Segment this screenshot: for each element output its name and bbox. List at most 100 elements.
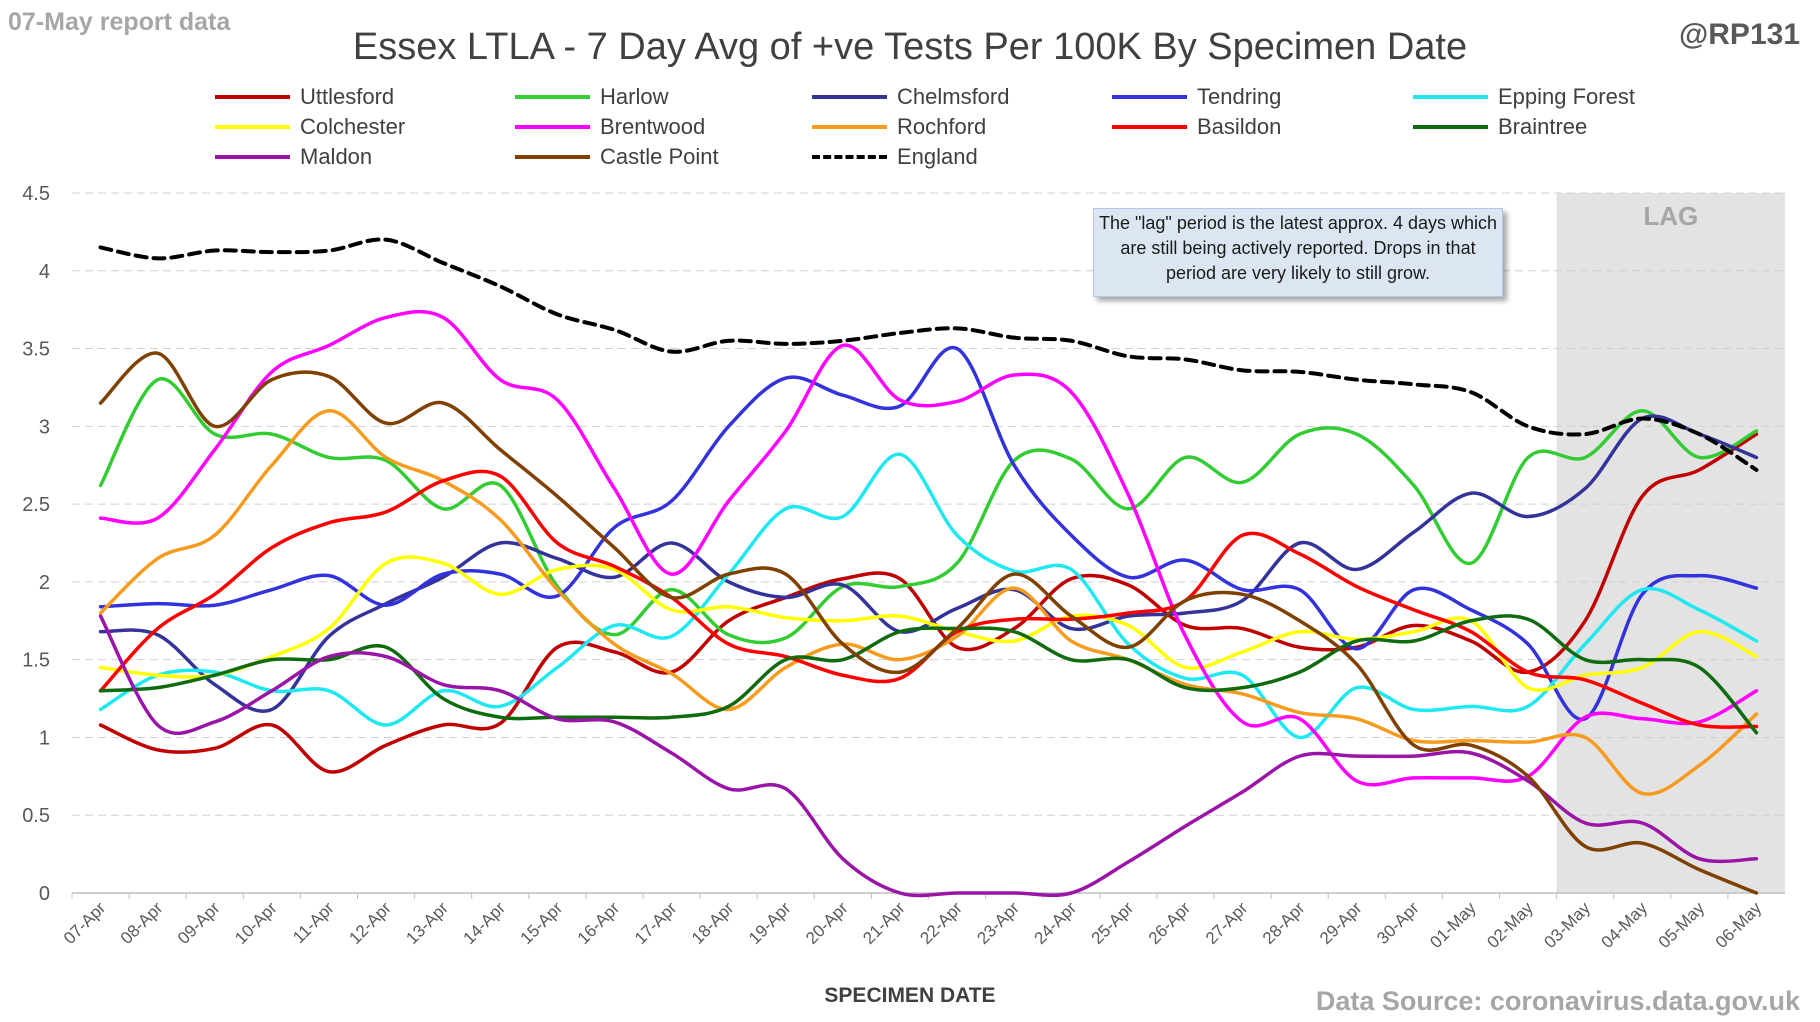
legend-item-basildon: Basildon <box>1112 112 1281 142</box>
y-tick-label: 3.5 <box>22 339 50 361</box>
series-line-chelmsford <box>98 414 1759 713</box>
legend-swatch <box>1112 125 1187 129</box>
legend-item-castle-point: Castle Point <box>515 142 719 172</box>
legend-item-england: England <box>812 142 978 172</box>
legend-item-rochford: Rochford <box>812 112 986 142</box>
y-tick-label: 2 <box>39 572 50 594</box>
series-line-uttlesford <box>98 432 1759 774</box>
y-tick-label: 1.5 <box>22 650 50 672</box>
x-tick-label: 26-Apr <box>1145 898 1195 948</box>
legend-label: Braintree <box>1498 114 1588 139</box>
legend-swatch <box>215 125 290 129</box>
x-tick-label: 30-Apr <box>1373 898 1423 948</box>
legend-label: England <box>897 144 978 169</box>
legend-label: Maldon <box>300 144 373 169</box>
x-tick-label: 16-Apr <box>574 898 624 948</box>
x-tick-label: 09-Apr <box>174 898 224 948</box>
series-lines <box>98 237 1759 898</box>
x-tick-label: 22-Apr <box>916 898 966 948</box>
x-tick-label: 17-Apr <box>631 898 681 948</box>
series-line-epping-forest <box>98 452 1759 740</box>
legend-item-harlow: Harlow <box>515 82 668 112</box>
lag-label: LAG <box>1643 201 1698 231</box>
x-tick-label: 24-Apr <box>1031 898 1081 948</box>
series-line-braintree <box>98 614 1759 735</box>
x-tick-label: 02-May <box>1483 898 1537 952</box>
legend-swatch <box>215 155 290 159</box>
legend-label: Brentwood <box>600 114 706 139</box>
legend-label: Rochford <box>897 114 987 139</box>
x-axis-title: SPECIMEN DATE <box>824 984 996 1007</box>
x-tick-label: 14-Apr <box>460 898 510 948</box>
legend-swatch <box>1112 95 1187 99</box>
series-line-tendring <box>98 345 1759 722</box>
x-tick-label: 23-Apr <box>973 898 1023 948</box>
x-tick-label: 27-Apr <box>1202 898 1252 948</box>
lag-region <box>1556 193 1785 893</box>
x-tick-label: 19-Apr <box>745 898 795 948</box>
x-tick-label: 12-Apr <box>345 898 395 948</box>
legend-swatch <box>812 155 887 159</box>
x-tick-label: 05-May <box>1655 898 1709 952</box>
series-line-england <box>98 237 1759 472</box>
data-source: Data Source: coronavirus.data.gov.uk <box>1315 986 1800 1016</box>
legend-swatch <box>812 125 887 129</box>
x-tick-label: 28-Apr <box>1259 898 1309 948</box>
x-tick-label: 07-Apr <box>60 898 110 948</box>
x-tick-label: 13-Apr <box>402 898 452 948</box>
legend-item-braintree: Braintree <box>1413 112 1587 142</box>
gridlines <box>72 192 1785 816</box>
report-date-label: 07-May report data <box>8 8 231 36</box>
series-line-castle-point <box>98 351 1759 895</box>
x-tick-label: 21-Apr <box>859 898 909 948</box>
legend-swatch <box>215 95 290 99</box>
x-tick-label: 04-May <box>1598 898 1652 952</box>
x-tick-label: 18-Apr <box>688 898 738 948</box>
legend-label: Harlow <box>600 84 669 109</box>
legend-swatch <box>812 95 887 99</box>
y-tick-label: 1 <box>39 727 50 749</box>
legend-label: Epping Forest <box>1498 84 1635 109</box>
legend-swatch <box>515 95 590 99</box>
legend-label: Colchester <box>300 114 406 139</box>
y-tick-label: 3 <box>39 416 50 438</box>
legend-swatch <box>515 125 590 129</box>
x-tick-label: 08-Apr <box>117 898 167 948</box>
legend-label: Basildon <box>1197 114 1282 139</box>
series-line-colchester <box>98 555 1759 692</box>
x-tick-label: 06-May <box>1712 898 1766 952</box>
legend-label: Tendring <box>1197 84 1282 109</box>
series-line-harlow <box>98 377 1759 645</box>
legend-item-maldon: Maldon <box>215 142 372 172</box>
y-tick-label: 2.5 <box>22 494 50 516</box>
legend-item-colchester: Colchester <box>215 112 405 142</box>
x-tick-label: 11-Apr <box>289 898 338 947</box>
series-line-maldon <box>98 614 1759 898</box>
legend-item-brentwood: Brentwood <box>515 112 705 142</box>
series-line-basildon <box>98 469 1759 729</box>
legend-label: Castle Point <box>600 144 719 169</box>
chart-title: Essex LTLA - 7 Day Avg of +ve Tests Per … <box>352 26 1468 68</box>
y-tick-label: 0 <box>39 883 50 905</box>
legend-item-epping-forest: Epping Forest <box>1413 82 1635 112</box>
lag-note: The "lag" period is the latest approx. 4… <box>1093 208 1503 297</box>
x-tick-label: 25-Apr <box>1088 898 1138 948</box>
y-tick-label: 4.5 <box>22 183 50 205</box>
x-tick-label: 10-Apr <box>231 898 281 948</box>
x-tick-label: 01-May <box>1426 898 1480 952</box>
x-tick-label: 20-Apr <box>802 898 852 948</box>
legend-swatch <box>515 155 590 159</box>
legend-item-uttlesford: Uttlesford <box>215 82 394 112</box>
axes: 0 0.5 1 1.5 2 2.5 3 3.5 4 4.5 07-Apr 08-Apr 09-Apr 10… <box>22 183 1785 952</box>
x-tick-label: 03-May <box>1540 898 1594 952</box>
series-line-brentwood <box>98 309 1759 787</box>
author-handle: @RP131 <box>1679 18 1800 51</box>
y-tick-label: 4 <box>39 261 50 283</box>
legend-item-chelmsford: Chelmsford <box>812 82 1009 112</box>
y-tick-label: 0.5 <box>22 805 50 827</box>
legend-swatch <box>1413 125 1488 129</box>
x-tick-label: 15-Apr <box>517 898 567 948</box>
legend-item-tendring: Tendring <box>1112 82 1281 112</box>
legend-label: Chelmsford <box>897 84 1010 109</box>
